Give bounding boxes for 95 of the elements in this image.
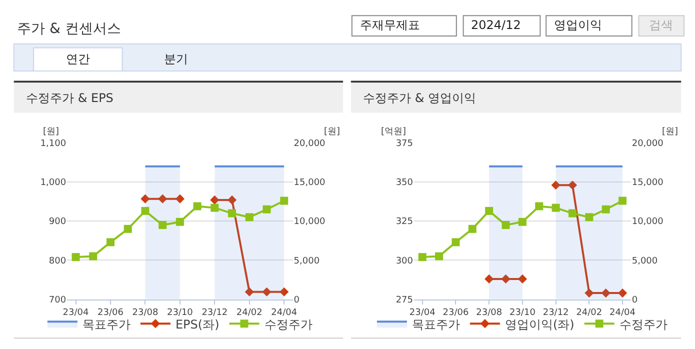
point [280,196,288,205]
legend-label: 목표주가 [412,317,460,332]
x-tick-label: 23/12 [542,308,569,318]
y2-tick-label: 5,000 [294,256,320,266]
point [452,238,460,246]
x-tick-label: 23/10 [166,308,194,318]
legend-label: EPS(좌) [175,317,220,332]
point [584,288,594,298]
point [175,194,184,204]
x-tick-label: 23/04 [409,308,436,318]
x-tick-label: 23/12 [202,308,228,318]
point [228,209,236,218]
point [106,238,114,246]
x-tick-label: 24/04 [610,308,636,318]
point [435,252,444,260]
point [158,221,167,230]
text: 검색 [649,18,673,32]
point [568,209,576,218]
y-tick-label: 275 [396,295,414,306]
point [176,218,184,226]
y2-tick-label: 10,000 [632,217,664,228]
text: 분기 [164,52,188,66]
point [245,213,254,222]
point [280,287,289,296]
y2-tick-label: 20,000 [294,139,326,150]
point [502,221,510,230]
x-tick-label: 24/02 [576,308,602,318]
x-tick-label: 23/06 [442,308,469,318]
point [618,196,627,205]
point [601,288,610,298]
point [602,205,610,214]
y-tick-label: 700 [48,295,66,306]
point [568,180,578,190]
y-tick-label: 1,000 [40,178,66,188]
point [210,204,219,212]
point [210,195,220,205]
legend-label: 수정주가 [264,317,312,332]
point [72,253,80,262]
point [618,288,628,298]
y-tick-label: 325 [396,217,414,228]
x-tick-label: 23/04 [62,308,90,318]
y-axis-title: [억원] [381,127,406,137]
point [158,194,168,204]
y-tick-label: 1,100 [40,139,66,150]
legend-label: 목표주가 [82,317,130,332]
y-tick-label: 300 [396,256,414,266]
text: 연간 [66,52,90,66]
point [585,213,594,222]
point [552,204,560,212]
point [193,202,202,210]
point [485,206,494,215]
point [140,194,150,204]
y-tick-label: 350 [396,178,414,188]
point [518,218,526,226]
point [501,274,510,284]
x-tick-label: 24/04 [271,308,298,318]
point [518,274,527,284]
x-tick-label: 23/08 [132,308,158,318]
y2-axis-title: [원] [324,127,340,137]
y2-tick-label: 15,000 [294,178,326,188]
point [484,274,494,284]
y2-tick-label: 15,000 [632,178,664,188]
y-tick-label: 800 [48,256,66,266]
y2-axis-title: [원] [662,127,678,137]
y2-tick-label: 5,000 [632,256,658,266]
y2-tick-label: 0 [294,295,300,306]
y-axis-title: [원] [43,127,60,137]
point [227,195,237,205]
point [551,180,560,190]
chart-title: 수정주가 & 영업이익 [363,91,476,105]
legend-label: 수정주가 [619,317,668,332]
x-tick-label: 23/10 [509,308,536,318]
point [141,206,150,215]
y-tick-label: 900 [48,217,66,228]
point [262,287,272,296]
y-tick-label: 375 [396,139,414,150]
point [468,224,476,233]
y2-tick-label: 0 [632,295,638,306]
text: 주가 & 컨센서스 [17,21,121,37]
legend-label: 영업이익(좌) [504,317,574,332]
point [418,253,426,262]
point [262,205,271,214]
x-tick-label: 24/02 [236,308,262,318]
point [124,224,132,233]
x-tick-label: 23/06 [98,308,124,318]
text: 영업이익 [554,18,602,32]
point [89,252,98,260]
chart-title: 수정주가 & EPS [26,91,114,105]
y2-tick-label: 20,000 [632,139,664,150]
y2-tick-label: 10,000 [294,217,326,228]
text: 주재무제표 [360,18,420,32]
text: 2024/12 [471,18,521,32]
x-tick-label: 23/08 [476,308,502,318]
point [535,202,544,210]
point [244,287,254,296]
